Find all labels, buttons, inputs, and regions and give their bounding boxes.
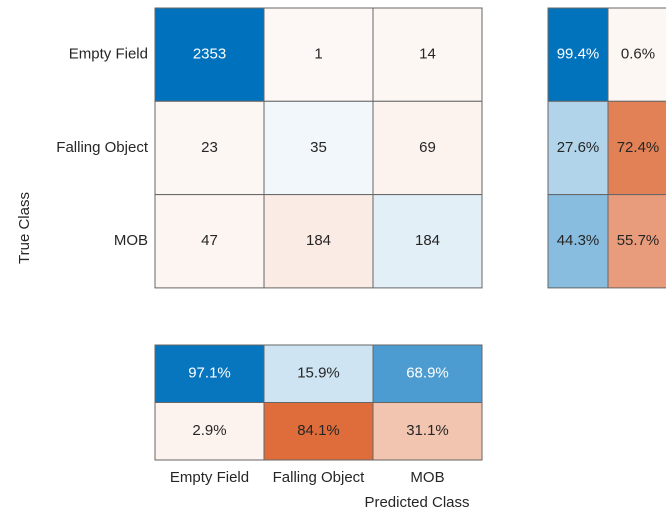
cell-label: 2.9% bbox=[192, 422, 226, 439]
cell-label: 23 bbox=[201, 139, 218, 156]
cell-label: 72.4% bbox=[617, 139, 660, 156]
x-tick-label: Falling Object bbox=[273, 469, 366, 486]
y-tick-label: MOB bbox=[114, 232, 148, 249]
y-tick-label: Empty Field bbox=[69, 46, 148, 63]
cell-label: 0.6% bbox=[621, 46, 655, 63]
cell-label: 1 bbox=[314, 46, 322, 63]
cell bbox=[607, 100, 666, 196]
cell-label: 31.1% bbox=[406, 422, 449, 439]
cell-label: 47 bbox=[201, 232, 218, 249]
cell-label: 84.1% bbox=[297, 422, 340, 439]
cell-label: 35 bbox=[310, 139, 327, 156]
cell bbox=[607, 194, 666, 289]
cell bbox=[154, 100, 265, 196]
cell bbox=[547, 7, 609, 102]
cell-label: 97.1% bbox=[188, 365, 231, 382]
cell bbox=[372, 402, 483, 461]
cell bbox=[547, 194, 609, 289]
x-axis-label: Predicted Class bbox=[364, 494, 469, 511]
cell bbox=[154, 7, 265, 102]
y-axis-label: True Class bbox=[16, 192, 33, 264]
cell bbox=[263, 7, 374, 102]
cell-label: 184 bbox=[306, 232, 331, 249]
cell bbox=[607, 7, 666, 102]
cell bbox=[154, 194, 265, 289]
cell-label: 27.6% bbox=[557, 139, 600, 156]
cell-label: 2353 bbox=[193, 46, 226, 63]
cell bbox=[372, 100, 483, 196]
cell bbox=[547, 100, 609, 196]
x-tick-label: MOB bbox=[410, 469, 444, 486]
x-tick-label: Empty Field bbox=[170, 469, 249, 486]
cell-label: 14 bbox=[419, 46, 436, 63]
cell bbox=[372, 7, 483, 102]
cell-label: 99.4% bbox=[557, 46, 600, 63]
cell bbox=[263, 194, 374, 289]
cell bbox=[263, 100, 374, 196]
cell bbox=[154, 402, 265, 461]
cell-label: 184 bbox=[415, 232, 440, 249]
cell-label: 68.9% bbox=[406, 365, 449, 382]
cell-label: 15.9% bbox=[297, 365, 340, 382]
cell bbox=[372, 194, 483, 289]
cell-label: 69 bbox=[419, 139, 436, 156]
cell bbox=[263, 402, 374, 461]
cell-label: 55.7% bbox=[617, 232, 660, 249]
cell-label: 44.3% bbox=[557, 232, 600, 249]
y-tick-label: Falling Object bbox=[56, 139, 149, 156]
